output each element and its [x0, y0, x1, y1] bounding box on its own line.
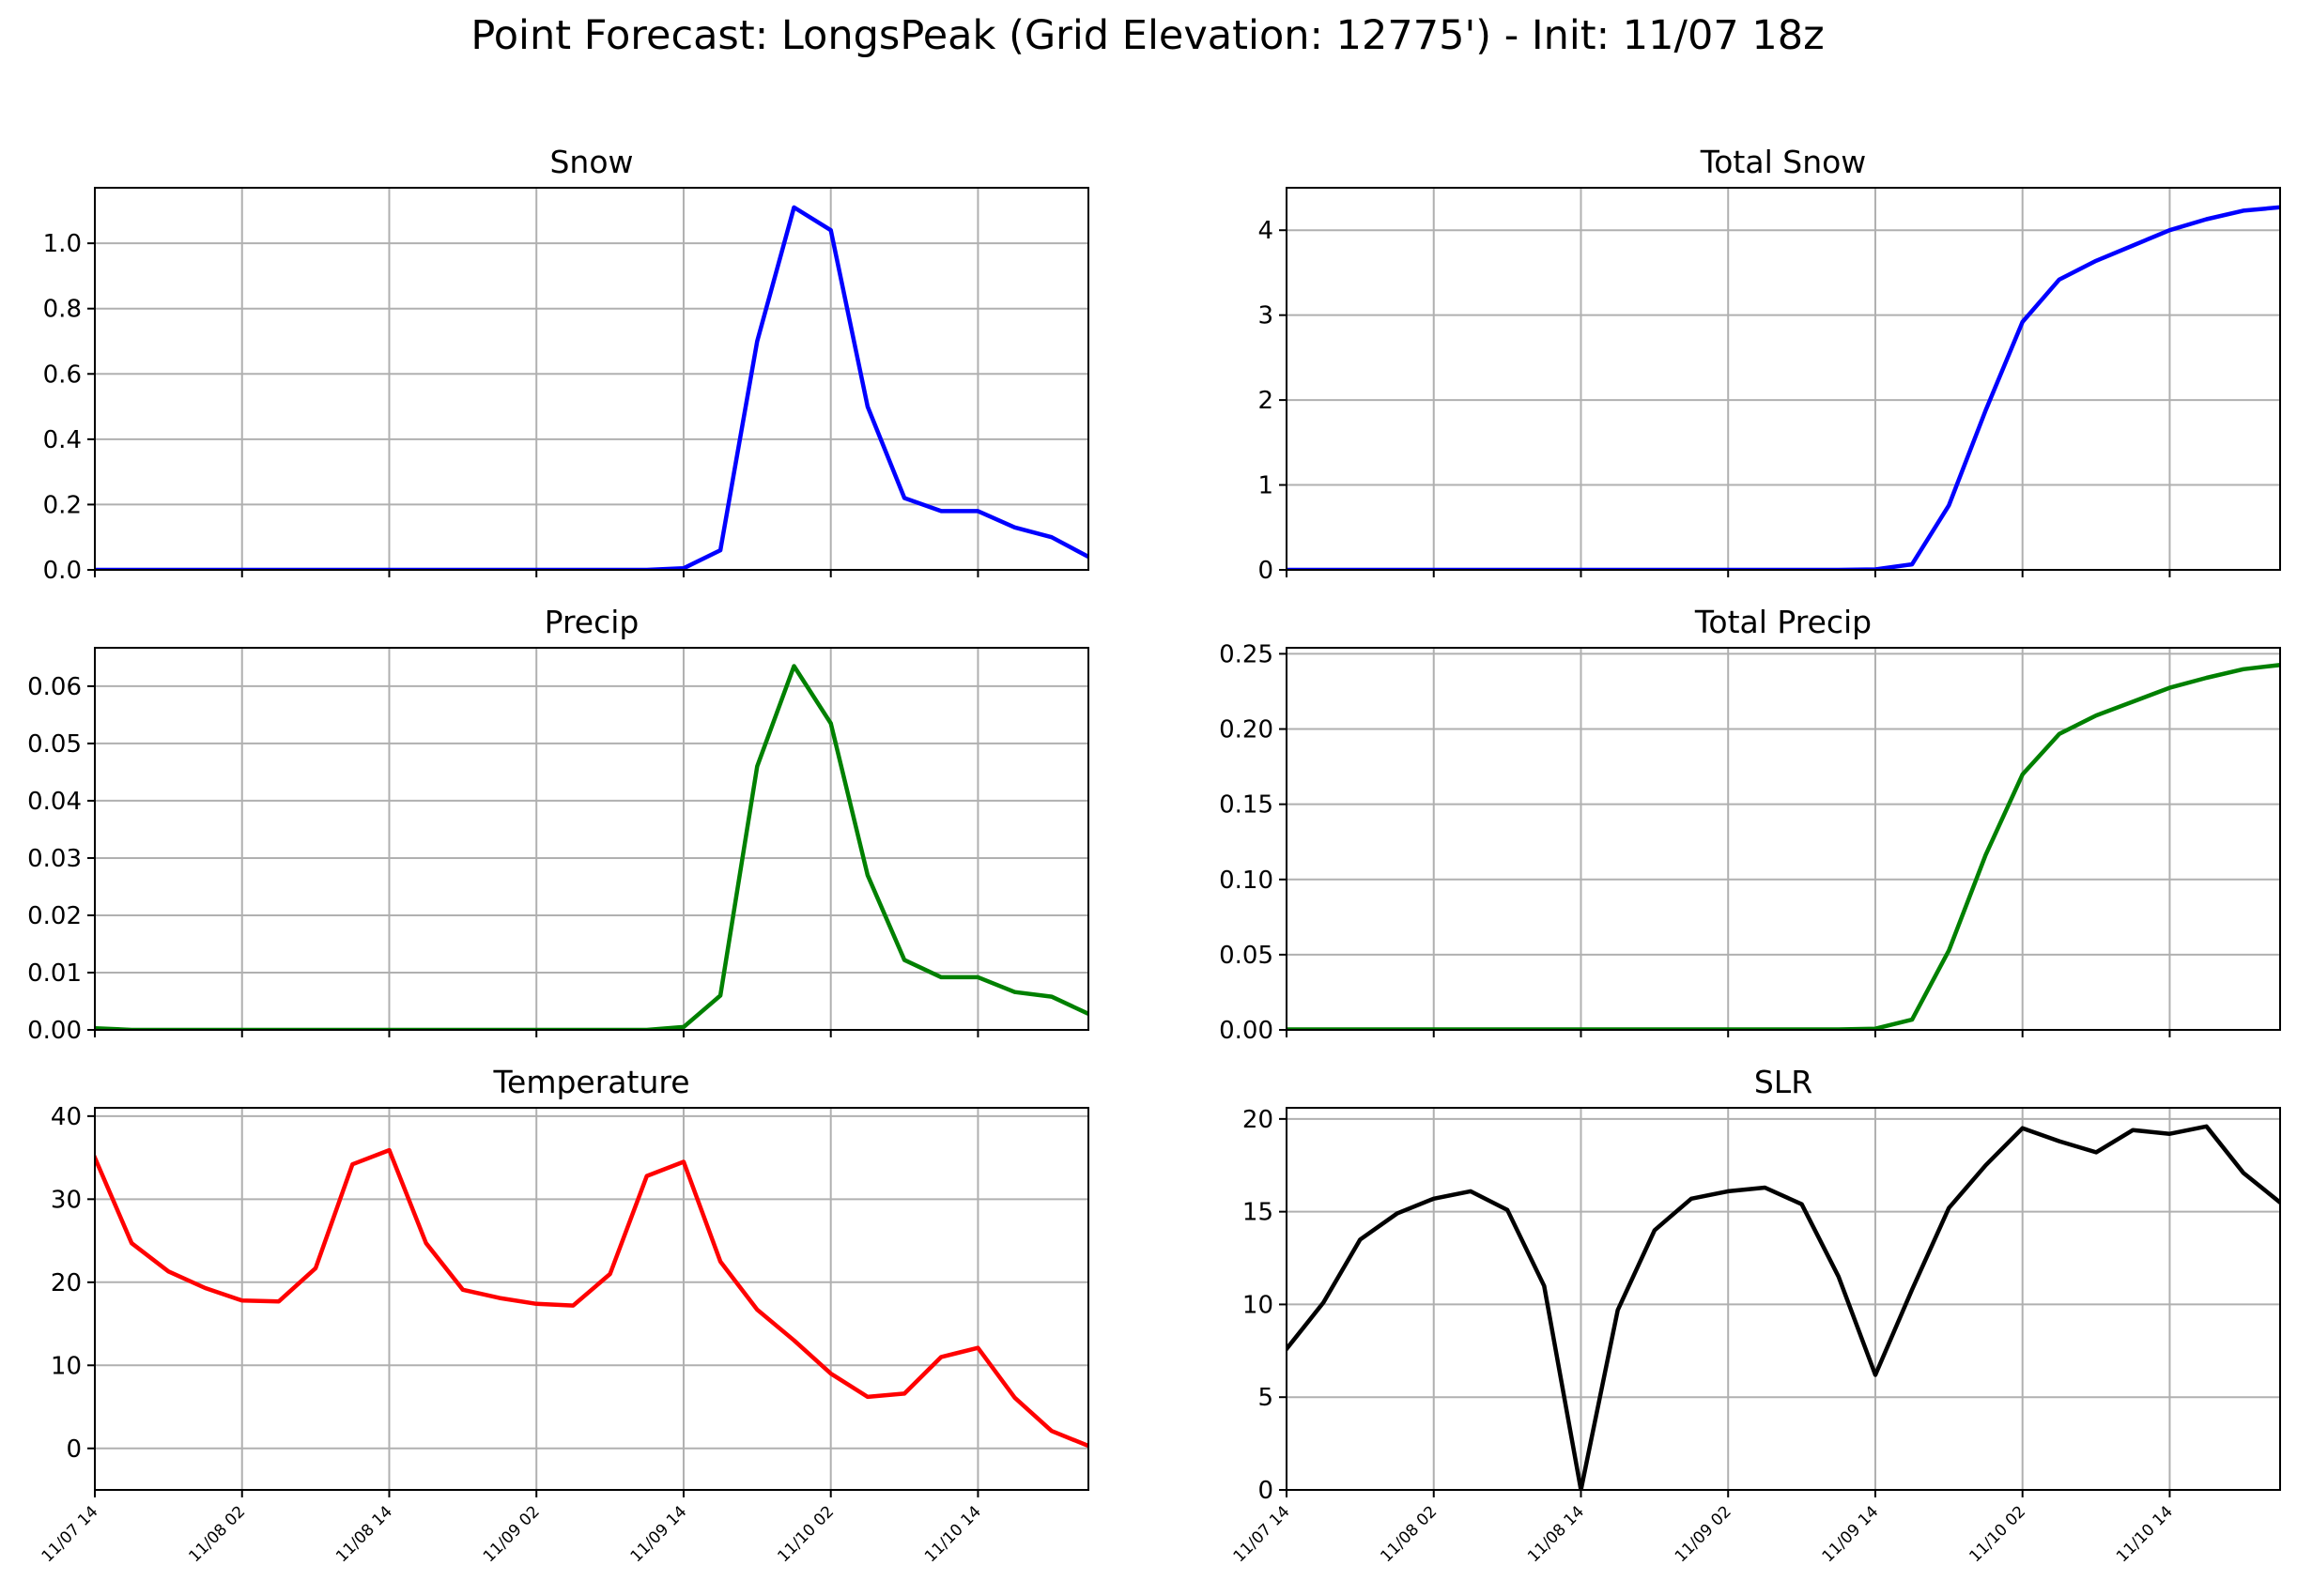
series-line-precip — [95, 664, 1088, 1030]
panel-frame — [1286, 1107, 2281, 1491]
y-tick-label: 0.4 — [43, 426, 82, 454]
panel-temperature: Temperature 11/07 14 11/08 02 11/08 14 11/09… — [39, 1064, 1089, 1566]
y-tick-label: 0.10 — [1219, 867, 1273, 895]
y-tick-label: 30 — [51, 1186, 82, 1214]
y-tick-label: 0 — [1257, 1477, 1273, 1505]
x-tick-label: 11/07 14 — [1230, 1502, 1294, 1566]
x-tick-label: 11/08 14 — [332, 1502, 396, 1566]
panel-slr: SLR 11/07 14 11/08 02 11/08 14 11/09 02 11/09… — [1230, 1064, 2281, 1566]
y-tick-label: 0.03 — [27, 845, 82, 873]
x-tick-label: 11/10 02 — [774, 1502, 838, 1566]
panel-title: Precip — [545, 604, 640, 640]
series-line-total-snow — [1287, 205, 2280, 570]
x-tick-label: 11/10 02 — [1966, 1502, 2029, 1566]
y-tick-label: 0.02 — [27, 902, 82, 930]
y-tick-label: 10 — [1242, 1291, 1273, 1319]
y-tick-label: 15 — [1242, 1199, 1273, 1227]
y-tick-label: 2 — [1257, 387, 1273, 415]
x-tick-label: 11/09 02 — [480, 1502, 544, 1566]
series-line-temperature — [95, 1147, 1088, 1449]
x-tick-label: 11/08 02 — [1377, 1502, 1441, 1566]
panel-precip: Precip 0.00 0.01 0.02 0.03 0.04 0.05 0.06 — [27, 604, 1089, 1045]
panel-frame — [1286, 647, 2281, 1031]
y-tick-label: 1 — [1257, 472, 1273, 500]
x-tick-label: 11/09 14 — [627, 1502, 691, 1566]
x-tick-label: 11/09 14 — [1819, 1502, 1883, 1566]
panel-frame — [1286, 187, 2281, 571]
series-line-total-precip — [1287, 663, 2280, 1030]
y-tick-label: 0.2 — [43, 491, 82, 519]
y-tick-label: 10 — [51, 1352, 82, 1380]
x-tick-label: 11/08 14 — [1524, 1502, 1588, 1566]
y-tick-label: 5 — [1257, 1384, 1273, 1412]
panel-snow: Snow 0.0 0.2 0.4 0.6 0.8 1.0 — [43, 144, 1089, 585]
y-tick-label: 0.00 — [1219, 1017, 1273, 1045]
panel-total-precip: Total Precip 0.00 0.05 0.10 0.15 0.20 0.25 — [1219, 604, 2281, 1045]
x-tick-label: 11/10 14 — [2113, 1502, 2177, 1566]
panel-frame — [94, 1107, 1089, 1491]
panel-frame — [94, 187, 1089, 571]
x-tick-label: 11/08 02 — [185, 1502, 249, 1566]
y-tick-label: 0.0 — [43, 557, 82, 585]
series-line-snow — [95, 205, 1088, 570]
y-tick-label: 0.8 — [43, 296, 82, 324]
y-tick-label: 20 — [51, 1269, 82, 1297]
x-tick-label: 11/10 14 — [921, 1502, 985, 1566]
panel-total-snow: Total Snow 0 1 2 3 4 — [1257, 144, 2281, 585]
y-tick-label: 3 — [1257, 302, 1273, 330]
y-tick-label: 0.01 — [27, 959, 82, 988]
y-tick-label: 0.05 — [1219, 942, 1273, 970]
panel-title: SLR — [1754, 1064, 1812, 1100]
y-tick-label: 0.05 — [27, 730, 82, 759]
x-tick-label: 11/07 14 — [39, 1502, 102, 1566]
panel-title: Temperature — [492, 1064, 689, 1100]
y-tick-label: 0 — [66, 1435, 82, 1464]
panel-title: Snow — [549, 144, 633, 180]
y-tick-label: 4 — [1257, 217, 1273, 245]
panel-title: Total Snow — [1700, 144, 1867, 180]
y-tick-label: 0.15 — [1219, 791, 1273, 820]
x-tick-label: 11/09 02 — [1672, 1502, 1735, 1566]
series-line-slr — [1287, 1124, 2280, 1490]
y-tick-label: 0.6 — [43, 361, 82, 389]
y-tick-label: 0.00 — [27, 1017, 82, 1045]
y-tick-label: 0 — [1257, 557, 1273, 585]
y-tick-label: 40 — [51, 1103, 82, 1131]
figure-title: Point Forecast: LongsPeak (Grid Elevatio… — [470, 12, 1824, 59]
y-tick-label: 0.25 — [1219, 640, 1273, 668]
y-tick-label: 0.04 — [27, 788, 82, 816]
y-tick-label: 0.06 — [27, 673, 82, 701]
y-tick-label: 20 — [1242, 1106, 1273, 1134]
panel-title: Total Precip — [1694, 604, 1872, 640]
y-tick-label: 1.0 — [43, 230, 82, 258]
panel-frame — [94, 647, 1089, 1031]
y-tick-label: 0.20 — [1219, 716, 1273, 744]
